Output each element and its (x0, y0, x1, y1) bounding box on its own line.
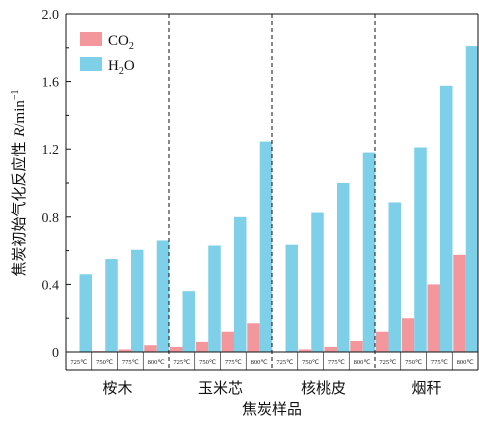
h2o-bar-核桃皮-725℃ (285, 244, 298, 352)
h2o-bar-烟秆-775℃ (440, 85, 453, 352)
temperature-label: 775℃ (431, 359, 449, 366)
h2o-bar-桉木-775℃ (131, 249, 144, 352)
legend-entry-label: CO2 (108, 33, 134, 52)
h2o-bar-烟秆-800℃ (465, 46, 479, 353)
co2-bar-桉木-775℃ (118, 349, 131, 352)
h2o-bar-桉木-800℃ (156, 240, 170, 352)
co2-bar-核桃皮-750℃ (298, 349, 312, 352)
co2-bar-核桃皮-775℃ (324, 346, 337, 352)
h2o-bar-桉木-725℃ (79, 274, 92, 352)
h2o-bar-玉米芯-800℃ (259, 141, 273, 352)
h2o-bar-核桃皮-750℃ (311, 212, 324, 352)
co2-bar-烟秆-725℃ (376, 331, 389, 352)
temperature-label: 750℃ (405, 359, 423, 366)
h2o-bar-烟秆-725℃ (388, 202, 401, 352)
temperature-label: 750℃ (199, 359, 217, 366)
co2-bar-玉米芯-750℃ (195, 341, 209, 352)
y-tick-label: 0 (52, 346, 59, 361)
h2o-bar-桉木-750℃ (105, 259, 118, 352)
temperature-label: 750℃ (302, 359, 320, 366)
temperature-label: 725℃ (276, 359, 294, 366)
temperature-label: 725℃ (173, 359, 191, 366)
temperature-label: 775℃ (328, 359, 346, 366)
legend-swatch (80, 57, 102, 71)
h2o-bar-玉米芯-725℃ (182, 291, 195, 352)
y-tick-label: 2.0 (42, 8, 60, 23)
temperature-label: 775℃ (225, 359, 243, 366)
co2-bar-玉米芯-725℃ (170, 346, 183, 352)
co2-bar-烟秆-800℃ (453, 254, 466, 352)
x-category-label: 烟秆 (411, 379, 441, 397)
co2-bar-桉木-800℃ (144, 345, 157, 352)
x-category-label: 玉米芯 (198, 379, 243, 397)
legend-entry-label: H2O (108, 58, 135, 77)
h2o-bar-烟秆-750℃ (414, 147, 427, 352)
temperature-label: 750℃ (96, 359, 114, 366)
h2o-bar-玉米芯-775℃ (234, 216, 247, 352)
temperature-label: 800℃ (148, 359, 166, 366)
x-category-label: 桉木 (102, 379, 132, 397)
temperature-label: 800℃ (354, 359, 372, 366)
co2-bar-烟秆-750℃ (401, 318, 415, 352)
h2o-bar-核桃皮-800℃ (362, 152, 376, 352)
co2-bar-玉米芯-775℃ (221, 331, 234, 352)
temperature-label: 800℃ (251, 359, 269, 366)
temperature-label: 800℃ (457, 359, 475, 366)
y-tick-label: 0.8 (42, 211, 60, 226)
co2-bar-烟秆-775℃ (427, 284, 440, 352)
temperature-label: 775℃ (122, 359, 140, 366)
x-axis-title: 焦炭样品 (242, 400, 302, 418)
y-tick-label: 1.2 (42, 143, 60, 158)
y-tick-label: 1.6 (42, 76, 60, 91)
h2o-bar-核桃皮-775℃ (337, 183, 350, 352)
co2-bar-玉米芯-800℃ (247, 323, 260, 352)
legend-swatch (80, 32, 102, 46)
temperature-label: 725℃ (379, 359, 397, 366)
h2o-bar-玉米芯-750℃ (208, 245, 221, 352)
co2-bar-核桃皮-800℃ (350, 341, 363, 352)
x-category-label: 核桃皮 (301, 379, 346, 397)
temperature-label: 725℃ (70, 359, 88, 366)
y-axis-title: 焦炭初始气化反应性 R/min−1 (10, 89, 28, 276)
y-tick-label: 0.4 (42, 278, 60, 293)
